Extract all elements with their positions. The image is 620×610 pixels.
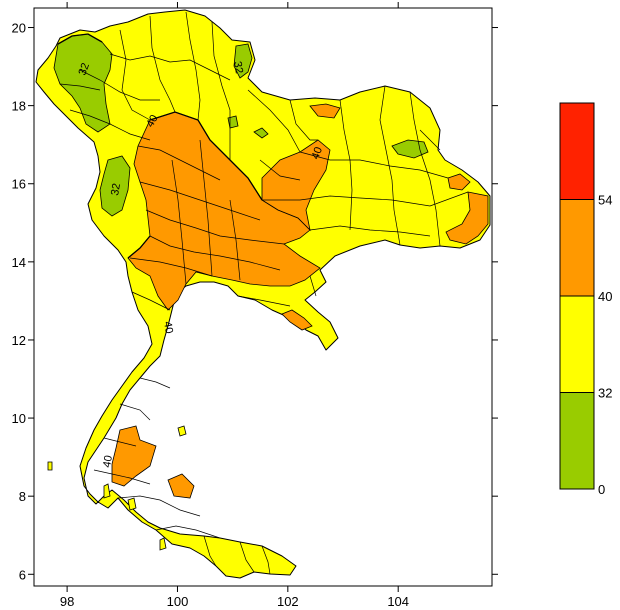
- x-tick-label: 100: [167, 594, 189, 609]
- orange-zones: [111, 103, 489, 499]
- small-green-spot: [253, 127, 269, 139]
- y-tick-label: 8: [19, 489, 26, 504]
- legend-band: [559, 199, 595, 297]
- contour-label-32b: 32: [231, 60, 245, 74]
- green-zones: [53, 33, 429, 217]
- south-orange-zone: [111, 425, 157, 487]
- legend-colorbar: 54 40 32 0: [559, 102, 612, 497]
- contour-label-40b: 40: [310, 145, 325, 161]
- legend-label: 40: [598, 289, 612, 304]
- y-tick-label: 10: [12, 411, 26, 426]
- province-borders: [59, 11, 469, 575]
- north-green-zone: [233, 43, 253, 79]
- y-tick-label: 6: [19, 567, 26, 582]
- far-east-orange-zone: [445, 191, 489, 245]
- legend-label: 0: [598, 482, 605, 497]
- islands: [47, 425, 187, 551]
- y-tick-label: 18: [12, 99, 26, 114]
- x-tick-label: 102: [277, 594, 299, 609]
- south-orange-spot: [167, 473, 195, 499]
- y-tick-label: 14: [12, 255, 26, 270]
- west-green-zone: [99, 155, 131, 217]
- southeast-orange-zone: [281, 309, 313, 331]
- contour-label-group: 32 32 32 40 40 40 40: [77, 60, 325, 468]
- east-orange-zone: [261, 139, 331, 232]
- contour-label-40c: 40: [161, 320, 175, 334]
- x-tick-label: 98: [60, 594, 74, 609]
- northeast-orange-strip: [309, 103, 341, 119]
- contour-label-32c: 32: [109, 182, 123, 196]
- legend-band: [559, 102, 595, 200]
- x-tick-label: 104: [387, 594, 409, 609]
- y-tick-label: 16: [12, 177, 26, 192]
- small-green-spot-2: [227, 115, 239, 129]
- legend-label: 32: [598, 386, 612, 401]
- legend-band: [559, 392, 595, 490]
- y-tick-label: 20: [12, 21, 26, 36]
- legend-band: [559, 295, 595, 393]
- contour-label-32a: 32: [77, 61, 92, 77]
- legend-label: 54: [598, 193, 612, 208]
- y-axis: 6 8 10 12 14 16 18 20: [12, 21, 498, 582]
- contour-label-40a: 40: [144, 113, 161, 130]
- contour-label-40d: 40: [101, 454, 115, 468]
- northeast-orange-spot: [447, 173, 471, 191]
- contour-lines: [57, 33, 263, 259]
- x-axis: 98 100 102 104: [60, 2, 409, 609]
- y-tick-label: 12: [12, 333, 26, 348]
